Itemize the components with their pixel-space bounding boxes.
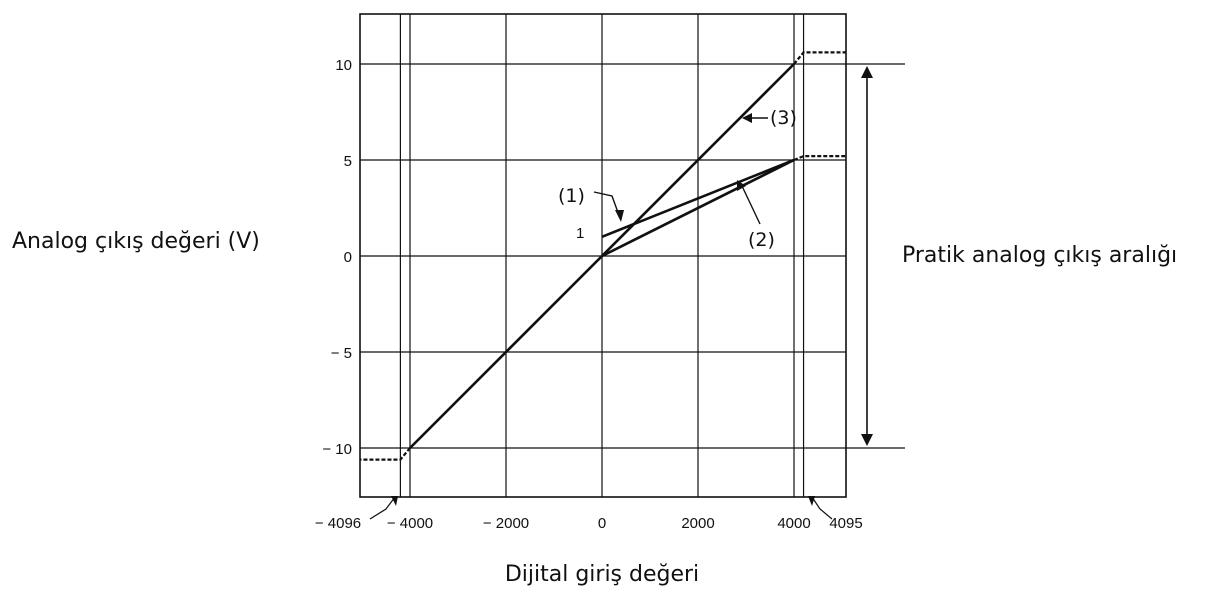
x-min-label: − 4096 xyxy=(315,515,361,532)
saturation-low xyxy=(360,447,411,461)
min-pointer-head xyxy=(391,496,398,506)
x-tick-label: 0 xyxy=(598,515,606,532)
range-arrow-top xyxy=(861,66,873,78)
y-axis-label: Analog çıkış değeri (V) xyxy=(12,229,260,254)
annotations: 1 (1) (2) (3) xyxy=(369,66,873,520)
saturation-high-10 xyxy=(793,51,846,65)
x-tick-label: 4000 xyxy=(777,515,810,532)
y-tick-label: − 10 xyxy=(322,441,352,458)
series-label-1: (1) xyxy=(558,185,585,207)
y-tick-label: 10 xyxy=(335,57,352,74)
range-arrow-bottom xyxy=(861,434,873,446)
series-3-pointer-head xyxy=(742,113,752,123)
x-max-label: 4095 xyxy=(829,515,862,532)
series-line-3 xyxy=(409,63,795,449)
grid xyxy=(360,14,905,497)
series-label-3: (3) xyxy=(770,107,797,129)
tick-labels: − 4000 − 2000 0 2000 4000 10 5 0 − 5 − 10 − 4096 40… xyxy=(315,57,863,532)
offset-label: 1 xyxy=(576,225,584,242)
max-pointer xyxy=(811,496,833,520)
series-line-2 xyxy=(601,158,795,258)
series-label-2: (2) xyxy=(748,229,775,251)
series-1-pointer xyxy=(593,191,621,219)
x-axis-label: Dijital giriş değeri xyxy=(505,562,699,587)
x-tick-label: 2000 xyxy=(681,515,714,532)
x-tick-label: − 2000 xyxy=(483,515,529,532)
saturation-high-5 xyxy=(793,155,846,162)
x-tick-label: − 4000 xyxy=(387,515,433,532)
min-pointer xyxy=(369,496,396,520)
series-2-pointer xyxy=(741,185,761,225)
y-tick-label: − 5 xyxy=(331,345,352,362)
series-1-pointer-head xyxy=(615,210,624,222)
max-pointer-head xyxy=(808,496,815,506)
series-2-pointer-head xyxy=(737,180,746,191)
y-tick-label: 5 xyxy=(344,153,352,170)
series-layer xyxy=(360,51,846,461)
range-label: Pratik analog çıkış aralığı xyxy=(902,243,1177,268)
plot-frame xyxy=(359,13,847,498)
y-tick-label: 0 xyxy=(344,249,352,266)
